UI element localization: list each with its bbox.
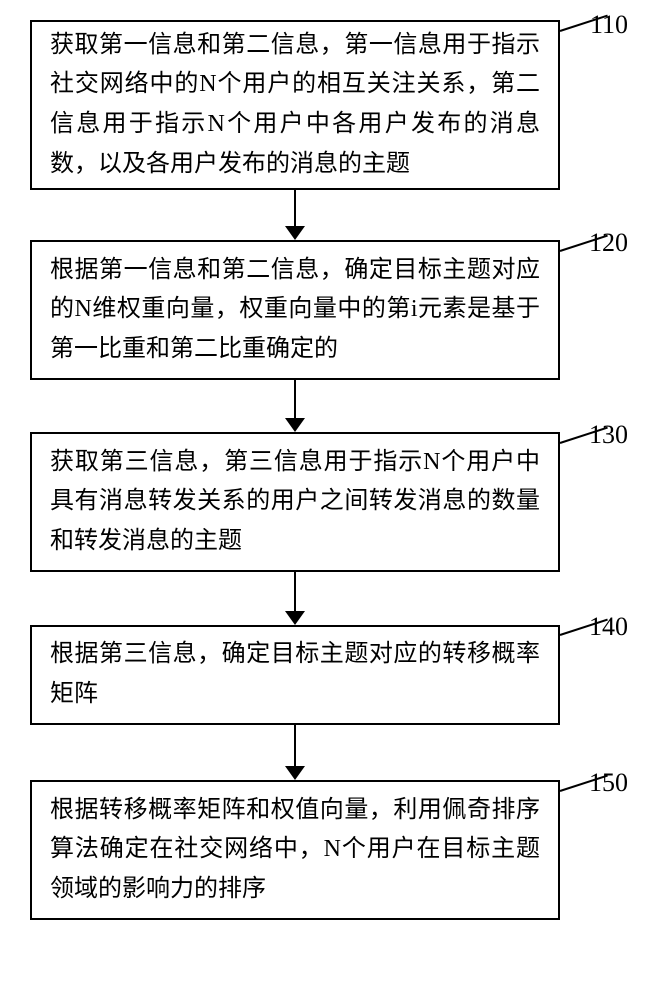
step-text: 获取第三信息，第三信息用于指示N个用户中具有消息转发关系的用户之间转发消息的数量… [50, 443, 540, 562]
step-label-130: 130 [589, 420, 628, 450]
step-text: 根据转移概率矩阵和权值向量，利用佩奇排序算法确定在社交网络中，N个用户在目标主题… [50, 791, 540, 910]
step-label-150: 150 [589, 768, 628, 798]
step-box-120: 根据第一信息和第二信息，确定目标主题对应的N维权重向量，权重向量中的第i元素是基… [30, 240, 560, 380]
step-box-130: 获取第三信息，第三信息用于指示N个用户中具有消息转发关系的用户之间转发消息的数量… [30, 432, 560, 572]
connector [294, 190, 296, 226]
connector [294, 572, 296, 611]
connector [294, 380, 296, 418]
step-box-140: 根据第三信息，确定目标主题对应的转移概率矩阵 [30, 625, 560, 725]
step-label-140: 140 [589, 612, 628, 642]
flowchart-container: 获取第一信息和第二信息，第一信息用于指示社交网络中的N个用户的相互关注关系，第二… [0, 0, 653, 1000]
step-box-110: 获取第一信息和第二信息，第一信息用于指示社交网络中的N个用户的相互关注关系，第二… [30, 20, 560, 190]
arrowhead-icon [285, 611, 305, 625]
step-label-120: 120 [589, 228, 628, 258]
step-label-110: 110 [590, 10, 628, 40]
arrowhead-icon [285, 418, 305, 432]
step-text: 根据第三信息，确定目标主题对应的转移概率矩阵 [50, 635, 540, 714]
arrowhead-icon [285, 766, 305, 780]
connector [294, 725, 296, 766]
step-box-150: 根据转移概率矩阵和权值向量，利用佩奇排序算法确定在社交网络中，N个用户在目标主题… [30, 780, 560, 920]
step-text: 获取第一信息和第二信息，第一信息用于指示社交网络中的N个用户的相互关注关系，第二… [50, 26, 540, 184]
arrowhead-icon [285, 226, 305, 240]
step-text: 根据第一信息和第二信息，确定目标主题对应的N维权重向量，权重向量中的第i元素是基… [50, 251, 540, 370]
